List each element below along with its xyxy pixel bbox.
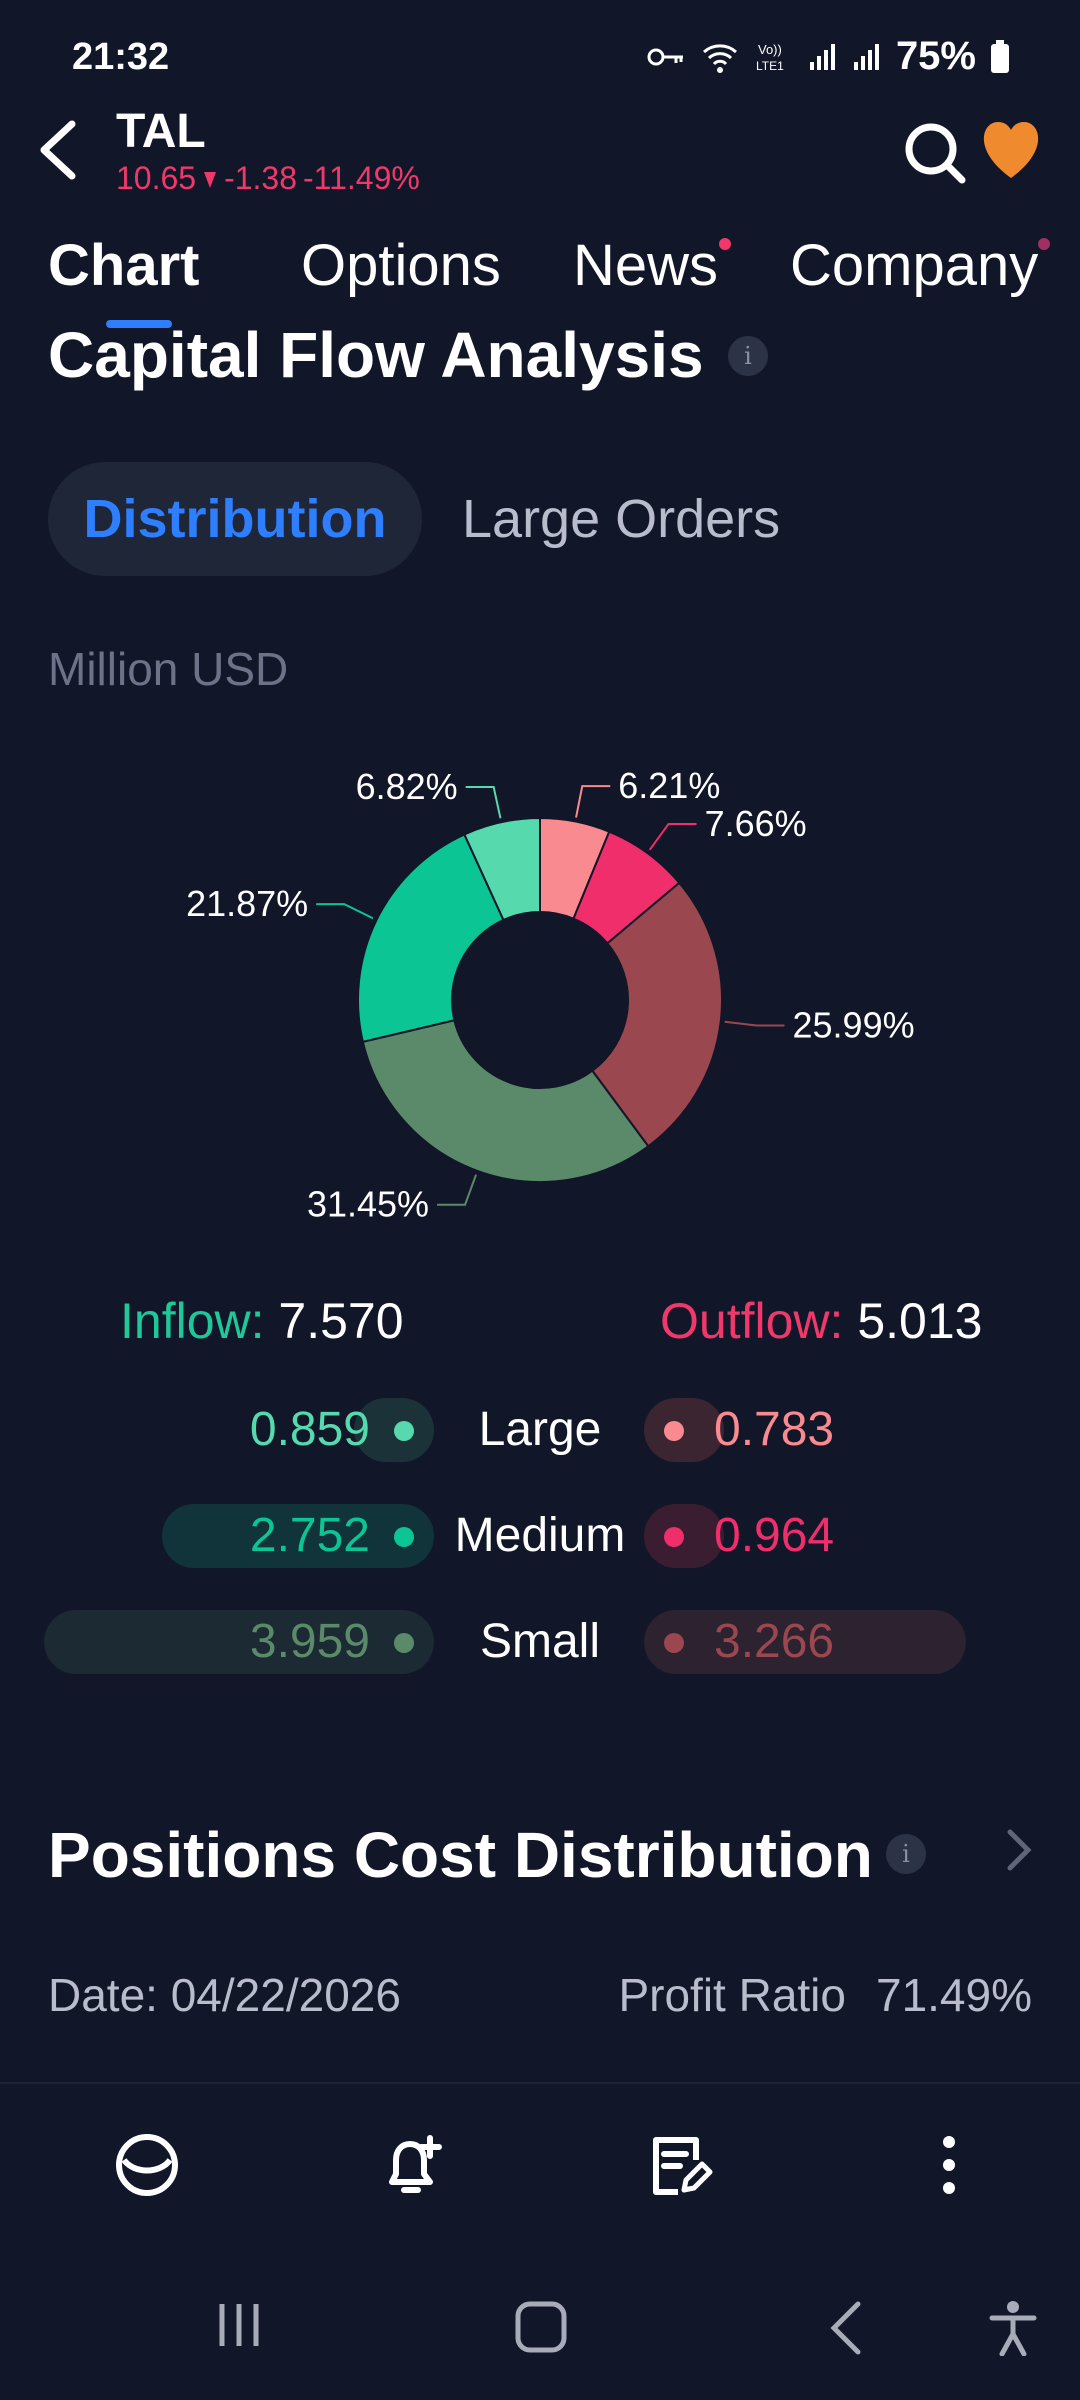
inflow-bar-medium bbox=[162, 1504, 434, 1568]
status-icons: Vo)) LTE1 75% bbox=[646, 34, 1010, 79]
more-vertical-icon[interactable] bbox=[914, 2130, 984, 2200]
home-icon[interactable] bbox=[514, 2300, 568, 2354]
inflow-dot-small bbox=[394, 1633, 414, 1653]
price: 10.65 bbox=[116, 160, 197, 196]
segment-large-orders[interactable]: Large Orders bbox=[462, 489, 781, 549]
volte-icon: Vo)) LTE1 bbox=[756, 42, 784, 73]
active-tab-indicator bbox=[106, 320, 172, 328]
inflow-value-medium: 2.752 bbox=[249, 1509, 370, 1562]
inflow-summary: Inflow: 7.570 bbox=[120, 1292, 404, 1350]
positions-info-icon[interactable]: i bbox=[886, 1834, 926, 1874]
section-title: Capital Flow Analysis bbox=[48, 318, 704, 392]
price-change-pct: -11.49% bbox=[303, 160, 420, 196]
donut-slice-label: 6.21% bbox=[618, 765, 720, 806]
battery-icon bbox=[991, 39, 1009, 73]
segment-distribution[interactable]: Distribution bbox=[48, 462, 422, 576]
company-notification-dot bbox=[1038, 238, 1050, 250]
size-label-large: Large bbox=[478, 1403, 602, 1456]
inflow-value-large: 0.859 bbox=[249, 1403, 370, 1456]
tab-options[interactable]: Options bbox=[301, 233, 501, 298]
donut-slice bbox=[463, 816, 541, 922]
tab-bar: Chart Options News Company bbox=[48, 232, 1050, 312]
chat-bubble-icon[interactable] bbox=[112, 2130, 182, 2200]
outflow-bar-large bbox=[644, 1398, 724, 1462]
donut-slice-label: 25.99% bbox=[793, 1004, 915, 1045]
outflow-value-small: 3.266 bbox=[714, 1615, 835, 1668]
outflow-dot-small bbox=[664, 1633, 684, 1653]
donut-leader-line bbox=[575, 785, 611, 818]
quote-line: 10.65 -1.38 -11.49% bbox=[116, 160, 420, 197]
donut-leader-line bbox=[437, 1174, 478, 1206]
outflow-dot-large bbox=[664, 1421, 684, 1441]
wifi-icon bbox=[702, 43, 737, 73]
flow-row-large: 0.859 Large 0.783 bbox=[0, 1398, 1080, 1462]
chevron-right-icon[interactable] bbox=[1004, 1828, 1034, 1872]
inflow-value-small: 3.959 bbox=[249, 1615, 370, 1668]
back-nav-icon[interactable] bbox=[826, 2300, 866, 2356]
info-icon[interactable]: i bbox=[728, 336, 768, 376]
favorite-heart-icon[interactable] bbox=[978, 120, 1044, 180]
signal-icon-2 bbox=[853, 43, 879, 70]
outflow-bar-medium bbox=[644, 1504, 724, 1568]
unit-label: Million USD bbox=[48, 643, 289, 695]
donut-leader-line bbox=[465, 785, 502, 819]
tab-chart[interactable]: Chart bbox=[48, 233, 200, 298]
donut-slice bbox=[357, 833, 505, 1044]
inflow-label: Inflow: bbox=[120, 1293, 265, 1349]
donut-slice-label: 21.87% bbox=[186, 883, 308, 924]
flow-row-small: 3.959 Small 3.266 bbox=[0, 1610, 1080, 1674]
profit-ratio-label: Profit Ratio bbox=[618, 1969, 846, 2021]
tab-company[interactable]: Company bbox=[790, 233, 1039, 298]
inflow-dot-large bbox=[394, 1421, 414, 1441]
tab-news[interactable]: News bbox=[573, 233, 719, 298]
svg-text:LTE1: LTE1 bbox=[756, 59, 784, 73]
size-label-small: Small bbox=[479, 1615, 601, 1668]
toolbar-divider bbox=[0, 2082, 1080, 2084]
donut-leader-line bbox=[648, 822, 697, 851]
donut-leader-line bbox=[724, 1020, 785, 1027]
outflow-summary: Outflow: 5.013 bbox=[660, 1292, 982, 1350]
outflow-value-large: 0.783 bbox=[714, 1403, 835, 1456]
inflow-bar-small bbox=[44, 1610, 434, 1674]
capital-flow-donut-chart: 6.21%7.66% 25.99% 31.45% 21.87% 6.82% bbox=[186, 765, 915, 1225]
add-alert-bell-icon[interactable] bbox=[378, 2130, 448, 2200]
profit-ratio-value: 71.49% bbox=[875, 1969, 1032, 2021]
battery-percent: 75% bbox=[895, 34, 976, 78]
key-icon bbox=[647, 48, 683, 65]
positions-date: Date: 04/22/2026 bbox=[48, 1969, 401, 2021]
outflow-value: 5.013 bbox=[857, 1293, 983, 1349]
signal-icon bbox=[809, 43, 835, 70]
donut-slice bbox=[361, 1019, 650, 1183]
outflow-value-medium: 0.964 bbox=[714, 1509, 835, 1562]
status-time: 21:32 bbox=[72, 36, 170, 78]
accessibility-icon[interactable] bbox=[988, 2300, 1038, 2356]
donut-slice-label: 7.66% bbox=[705, 803, 807, 844]
capital-flow-title: Capital Flow Analysis bbox=[48, 319, 704, 391]
back-arrow-icon[interactable] bbox=[34, 118, 84, 182]
size-label-medium: Medium bbox=[454, 1509, 626, 1562]
flow-row-medium: 2.752 Medium 0.964 bbox=[0, 1504, 1080, 1568]
outflow-dot-medium bbox=[664, 1527, 684, 1547]
svg-text:Vo)): Vo)) bbox=[758, 42, 782, 57]
donut-leader-line bbox=[316, 903, 374, 920]
price-change: -1.38 bbox=[224, 160, 298, 196]
ticker-symbol: TAL bbox=[116, 105, 206, 158]
inflow-dot-medium bbox=[394, 1527, 414, 1547]
outflow-bar-small bbox=[644, 1610, 966, 1674]
positions-title: Positions Cost Distribution bbox=[48, 1819, 873, 1891]
news-notification-dot bbox=[719, 238, 731, 250]
search-icon[interactable] bbox=[902, 120, 968, 186]
donut-slice-label: 31.45% bbox=[307, 1184, 429, 1225]
recent-apps-icon[interactable] bbox=[214, 2300, 264, 2350]
donut-slice bbox=[590, 881, 723, 1148]
down-triangle-icon bbox=[204, 171, 217, 188]
inflow-value: 7.570 bbox=[278, 1293, 404, 1349]
profit-ratio: Profit Ratio 71.49% bbox=[618, 1968, 1032, 2022]
donut-slice-label: 6.82% bbox=[356, 766, 458, 807]
outflow-label: Outflow: bbox=[660, 1293, 844, 1349]
edit-note-icon[interactable] bbox=[646, 2130, 716, 2200]
